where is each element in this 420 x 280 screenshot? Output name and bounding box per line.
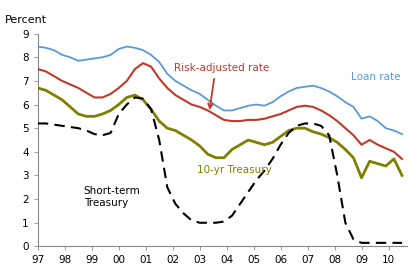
Text: Percent: Percent bbox=[5, 15, 47, 25]
Text: 10-yr Treasury: 10-yr Treasury bbox=[197, 165, 272, 174]
Text: Risk-adjusted rate: Risk-adjusted rate bbox=[174, 63, 269, 73]
Text: Loan rate: Loan rate bbox=[351, 72, 400, 82]
Text: Short-term
Treasury: Short-term Treasury bbox=[84, 186, 140, 207]
